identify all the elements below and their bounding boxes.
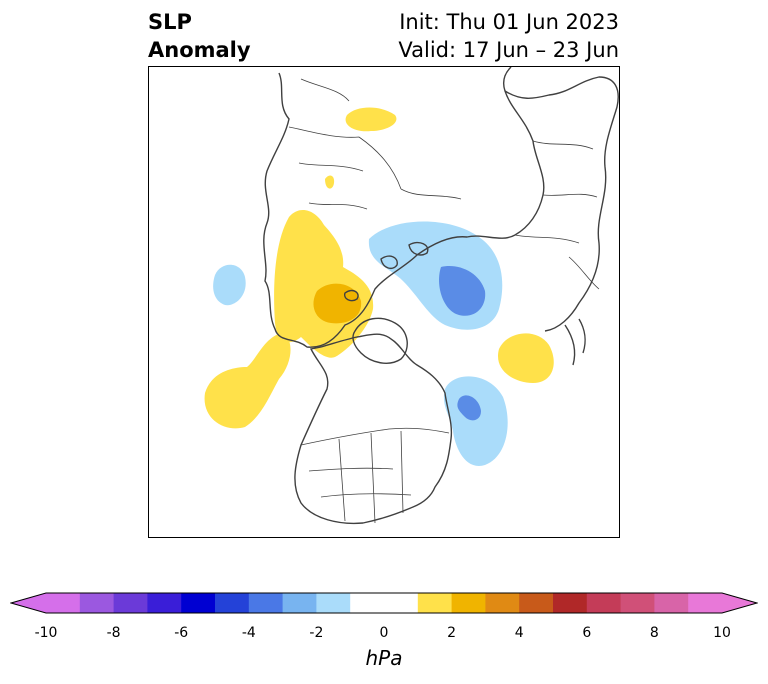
colorbar (10, 592, 758, 614)
coast-europe-interior (288, 78, 462, 210)
valid-range: Valid: 17 Jun – 23 Jun (398, 38, 619, 62)
colorbar-segment (620, 593, 655, 613)
anomaly-hudson-bay (457, 395, 481, 421)
border-north-america (300, 427, 450, 524)
colorbar-segment (248, 593, 284, 613)
colorbar-segment (113, 593, 148, 613)
anomaly-arabian-sea (213, 264, 246, 306)
coast-north-america (294, 333, 453, 525)
anomaly-gulf-of-alaska (497, 333, 554, 383)
map-canvas (204, 67, 619, 525)
colorbar-tick-label: -8 (106, 625, 121, 641)
colorbar-ticks: -10 -8 -6 -4 -2 0 2 4 6 8 10 (0, 625, 768, 645)
colorbar-segment (485, 593, 520, 613)
colorbar-outline (10, 592, 758, 614)
coast-asia-east (504, 76, 619, 332)
colorbar-segment (417, 593, 453, 613)
colorbar-tick-label: -6 (174, 625, 189, 641)
anomaly-northern-europe (345, 107, 397, 132)
anomaly-kara-sea (313, 283, 362, 324)
colorbar-tick-label: 6 (582, 625, 592, 641)
title-variable: SLP Anomaly (148, 8, 251, 64)
colorbar-segment (654, 593, 689, 613)
coast-japan (564, 318, 586, 366)
colorbar-segment (46, 593, 81, 613)
coast-arctic-islands (344, 241, 429, 302)
colorbar-segments (11, 593, 757, 613)
colorbar-tick-label: -10 (34, 625, 58, 641)
colorbar-segment (316, 593, 351, 613)
border-asia (514, 140, 600, 290)
colorbar-segment (282, 593, 317, 613)
anomaly-laptev-sea (368, 221, 503, 330)
anomaly-central-asia (204, 333, 291, 429)
title-variable-line2: Anomaly (148, 38, 251, 62)
colorbar-segment (215, 593, 250, 613)
title-variable-line1: SLP (148, 10, 192, 34)
anomaly-chukotka (439, 266, 486, 316)
colorbar-tick-label: -4 (241, 625, 256, 641)
colorbar-segment (79, 593, 115, 613)
anomaly-north-pacific (443, 376, 508, 466)
colorbar-segment (519, 593, 554, 613)
colorbar-units: hPa (365, 646, 403, 670)
colorbar-tick-label: 8 (649, 625, 659, 641)
colorbar-extend-high (722, 593, 757, 613)
title-dates: Init: Thu 01 Jun 2023 Valid: 17 Jun – 23… (398, 8, 619, 64)
colorbar-tick-label: 10 (713, 625, 731, 641)
colorbar-segment (384, 593, 419, 613)
map-panel (148, 66, 620, 538)
colorbar-extend-low (11, 593, 46, 613)
colorbar-segment (181, 593, 216, 613)
anomaly-fills (204, 107, 554, 466)
coast-eurasia (263, 67, 545, 348)
colorbar-segment (553, 593, 588, 613)
coast-greenland (352, 317, 408, 364)
colorbar-tick-label: 2 (447, 625, 457, 641)
colorbar-segment (147, 593, 182, 613)
colorbar-segment (350, 593, 385, 613)
anomaly-central-europe (325, 175, 335, 189)
colorbar-segment (688, 593, 723, 613)
colorbar-segment (451, 593, 486, 613)
colorbar-tick-label: 0 (379, 625, 389, 641)
colorbar-segment (586, 593, 622, 613)
anomaly-western-siberia (274, 210, 374, 358)
colorbar-tick-label: -2 (309, 625, 324, 641)
colorbar-tick-label: 4 (514, 625, 524, 641)
coastlines (263, 67, 619, 525)
init-date: Init: Thu 01 Jun 2023 (399, 10, 619, 34)
